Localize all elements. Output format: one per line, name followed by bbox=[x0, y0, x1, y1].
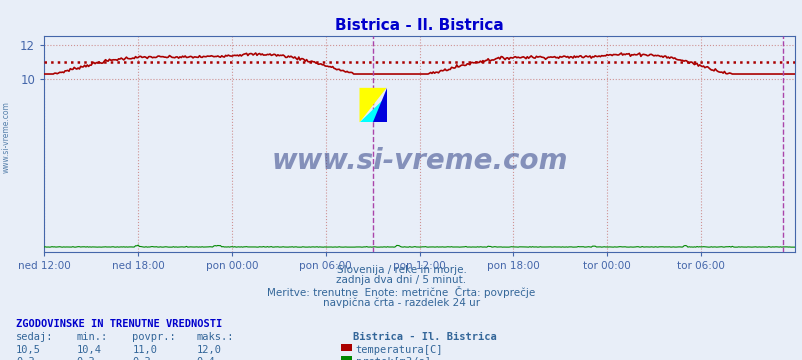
Text: www.si-vreme.com: www.si-vreme.com bbox=[2, 101, 11, 173]
Text: navpična črta - razdelek 24 ur: navpična črta - razdelek 24 ur bbox=[322, 297, 480, 307]
Text: 10,5: 10,5 bbox=[16, 345, 41, 355]
Text: min.:: min.: bbox=[76, 332, 107, 342]
Text: 12,0: 12,0 bbox=[196, 345, 221, 355]
Text: Meritve: trenutne  Enote: metrične  Črta: povprečje: Meritve: trenutne Enote: metrične Črta: … bbox=[267, 286, 535, 298]
Text: Slovenija / reke in morje.: Slovenija / reke in morje. bbox=[336, 265, 466, 275]
Polygon shape bbox=[373, 88, 386, 122]
Text: temperatura[C]: temperatura[C] bbox=[355, 345, 443, 355]
Polygon shape bbox=[359, 88, 386, 122]
Text: 0,3: 0,3 bbox=[16, 357, 34, 360]
Text: sedaj:: sedaj: bbox=[16, 332, 54, 342]
Text: ZGODOVINSKE IN TRENUTNE VREDNOSTI: ZGODOVINSKE IN TRENUTNE VREDNOSTI bbox=[16, 319, 222, 329]
Text: Bistrica - Il. Bistrica: Bistrica - Il. Bistrica bbox=[353, 332, 496, 342]
Text: 10,4: 10,4 bbox=[76, 345, 101, 355]
Title: Bistrica - Il. Bistrica: Bistrica - Il. Bistrica bbox=[334, 18, 504, 33]
Text: 0,4: 0,4 bbox=[196, 357, 215, 360]
Text: povpr.:: povpr.: bbox=[132, 332, 176, 342]
Polygon shape bbox=[359, 96, 386, 122]
Text: zadnja dva dni / 5 minut.: zadnja dva dni / 5 minut. bbox=[336, 275, 466, 285]
Text: 11,0: 11,0 bbox=[132, 345, 157, 355]
Text: 0,3: 0,3 bbox=[76, 357, 95, 360]
Text: www.si-vreme.com: www.si-vreme.com bbox=[271, 147, 567, 175]
Text: 0,3: 0,3 bbox=[132, 357, 151, 360]
Text: maks.:: maks.: bbox=[196, 332, 234, 342]
Text: pretok[m3/s]: pretok[m3/s] bbox=[355, 357, 430, 360]
